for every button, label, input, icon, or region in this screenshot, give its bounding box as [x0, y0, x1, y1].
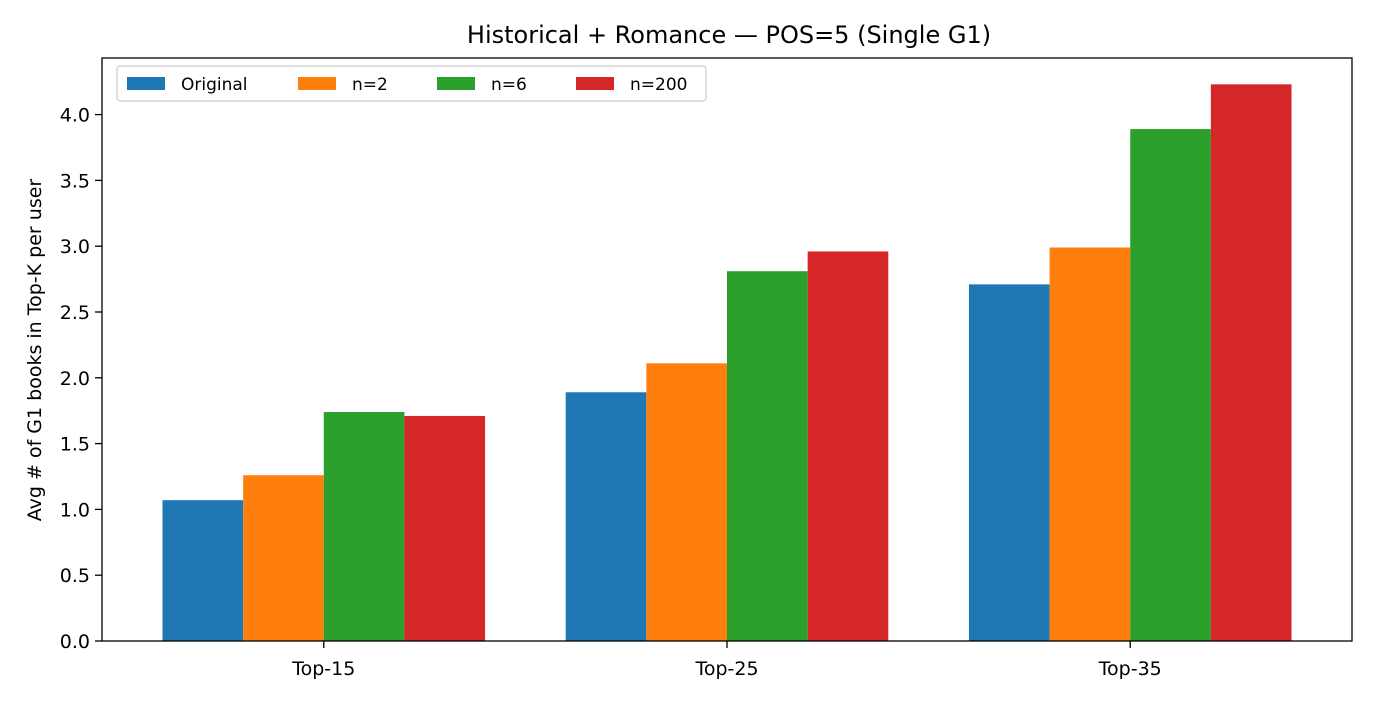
y-tick-label: 3.5 [60, 170, 90, 192]
y-axis-label: Avg # of G1 books in Top-K per user [24, 179, 46, 522]
legend-label: Original [181, 75, 248, 95]
bar-n2-top-35 [1049, 247, 1131, 641]
bar-n6-top-15 [323, 412, 405, 641]
y-tick-label: 0.5 [60, 565, 90, 587]
bar-n200-top-25 [807, 251, 889, 641]
legend: Original n=2 n=6 n=200 [116, 65, 707, 102]
legend-swatch [576, 77, 614, 90]
bars-group [162, 84, 1292, 641]
legend-frame [116, 65, 707, 102]
chart-title: Historical + Romance — POS=5 (Single G1) [467, 21, 991, 49]
bar-Original-top-15 [162, 500, 244, 641]
legend-label: n=2 [352, 75, 388, 95]
y-tick-label: 4.0 [60, 105, 90, 127]
bar-n2-top-25 [646, 363, 727, 641]
legend-label: n=6 [491, 75, 527, 95]
y-tick-label: 2.5 [60, 302, 90, 324]
bar-Original-top-25 [565, 392, 647, 641]
legend-swatch [437, 77, 475, 90]
x-tick-label: Top-25 [694, 658, 758, 680]
y-tick-label: 0.0 [60, 631, 90, 653]
legend-swatch [127, 77, 165, 90]
y-tick-label: 3.0 [60, 236, 90, 258]
x-ticks-group: Top-15 Top-25 Top-35 [291, 641, 1162, 680]
plot-frame [101, 57, 1353, 642]
y-ticks-group: 0.0 0.5 1.0 1.5 2.0 2.5 3.0 3.5 4.0 [60, 105, 102, 653]
x-tick-label: Top-15 [291, 658, 355, 680]
bar-n200-top-15 [404, 415, 486, 641]
bar-n6-top-35 [1130, 129, 1211, 641]
y-tick-label: 1.5 [60, 434, 90, 456]
y-tick-label: 2.0 [60, 368, 90, 390]
bar-Original-top-35 [968, 284, 1050, 641]
bar-n2-top-15 [243, 475, 324, 641]
bar-n6-top-25 [727, 271, 808, 641]
bar-n200-top-35 [1210, 84, 1292, 641]
y-tick-label: 1.0 [60, 499, 90, 521]
legend-swatch [298, 77, 336, 90]
legend-label: n=200 [630, 75, 687, 95]
x-tick-label: Top-35 [1098, 658, 1162, 680]
